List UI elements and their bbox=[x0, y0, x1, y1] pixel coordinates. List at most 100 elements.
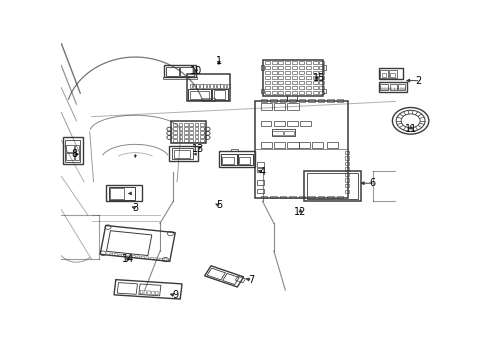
Bar bbox=[285, 61, 290, 64]
Bar bbox=[313, 71, 318, 74]
Bar bbox=[385, 87, 386, 90]
Bar bbox=[184, 123, 188, 126]
Bar bbox=[390, 73, 394, 77]
Bar bbox=[318, 196, 324, 198]
Bar bbox=[255, 102, 348, 198]
Bar bbox=[217, 84, 220, 87]
Bar bbox=[299, 61, 304, 64]
Bar bbox=[220, 154, 237, 165]
Bar bbox=[274, 121, 285, 126]
Bar bbox=[306, 81, 311, 84]
Bar bbox=[178, 135, 182, 138]
Bar bbox=[164, 258, 167, 261]
Bar bbox=[270, 99, 277, 102]
Text: 12: 12 bbox=[294, 207, 307, 217]
Bar bbox=[210, 98, 216, 100]
Bar bbox=[119, 254, 122, 256]
Bar bbox=[345, 151, 349, 154]
Bar bbox=[337, 196, 343, 198]
Bar bbox=[193, 84, 196, 87]
Bar bbox=[74, 145, 79, 160]
Bar bbox=[292, 86, 297, 89]
Bar bbox=[400, 87, 401, 90]
Bar bbox=[110, 253, 113, 256]
Bar bbox=[292, 66, 297, 69]
Text: 4: 4 bbox=[260, 167, 266, 177]
Text: 15: 15 bbox=[313, 73, 326, 83]
Bar bbox=[299, 71, 304, 74]
Bar bbox=[345, 167, 349, 171]
Bar bbox=[381, 87, 383, 90]
Bar bbox=[184, 131, 188, 134]
Bar bbox=[155, 291, 158, 295]
Bar bbox=[114, 280, 182, 299]
Bar bbox=[257, 189, 264, 193]
Bar bbox=[403, 87, 405, 90]
Bar bbox=[207, 84, 209, 87]
Bar bbox=[173, 131, 177, 134]
Bar bbox=[178, 127, 182, 130]
Bar bbox=[166, 67, 179, 76]
Bar bbox=[271, 66, 276, 69]
Bar bbox=[300, 121, 311, 126]
Bar bbox=[345, 190, 349, 193]
Bar bbox=[278, 81, 283, 84]
Bar bbox=[298, 196, 305, 198]
Bar bbox=[289, 99, 296, 102]
Bar bbox=[313, 76, 318, 79]
Bar bbox=[391, 87, 392, 90]
Text: 11: 11 bbox=[405, 124, 416, 134]
Bar bbox=[261, 142, 272, 148]
Bar bbox=[178, 139, 182, 141]
Bar bbox=[306, 71, 311, 74]
Bar bbox=[200, 135, 204, 138]
Bar bbox=[299, 66, 304, 69]
Bar bbox=[319, 71, 324, 74]
Bar bbox=[292, 91, 297, 94]
Bar bbox=[263, 60, 323, 96]
Bar bbox=[298, 99, 305, 102]
Bar bbox=[173, 139, 177, 141]
Bar bbox=[271, 71, 276, 74]
Bar bbox=[261, 103, 272, 110]
Bar bbox=[189, 131, 193, 134]
Bar bbox=[144, 291, 147, 294]
Bar bbox=[345, 184, 349, 187]
Bar bbox=[257, 168, 264, 172]
Bar bbox=[164, 66, 196, 77]
Bar bbox=[265, 66, 270, 69]
Bar bbox=[261, 196, 268, 198]
Bar bbox=[274, 103, 285, 110]
Bar bbox=[380, 84, 388, 90]
Bar bbox=[272, 131, 283, 135]
Bar bbox=[172, 121, 206, 143]
Bar bbox=[214, 90, 224, 99]
Bar bbox=[222, 157, 234, 164]
Bar bbox=[195, 127, 198, 130]
Bar bbox=[313, 61, 318, 64]
Bar bbox=[109, 187, 135, 199]
Bar bbox=[210, 84, 213, 87]
Bar bbox=[219, 151, 255, 167]
Bar bbox=[278, 66, 283, 69]
Bar bbox=[227, 84, 230, 87]
Bar bbox=[159, 258, 163, 261]
Text: 1: 1 bbox=[216, 56, 222, 66]
Bar bbox=[173, 123, 177, 126]
Bar bbox=[308, 196, 315, 198]
Bar bbox=[189, 135, 193, 138]
Bar bbox=[284, 131, 294, 135]
Bar bbox=[337, 99, 343, 102]
Bar bbox=[285, 66, 290, 69]
Bar bbox=[298, 142, 310, 148]
Bar bbox=[299, 76, 304, 79]
Bar bbox=[319, 61, 324, 64]
Bar bbox=[280, 196, 287, 198]
Bar bbox=[196, 84, 199, 87]
Bar bbox=[141, 256, 145, 259]
Bar bbox=[106, 231, 152, 256]
Bar bbox=[214, 84, 216, 87]
Text: 10: 10 bbox=[190, 66, 202, 76]
Bar bbox=[207, 268, 225, 280]
Bar bbox=[319, 76, 324, 79]
